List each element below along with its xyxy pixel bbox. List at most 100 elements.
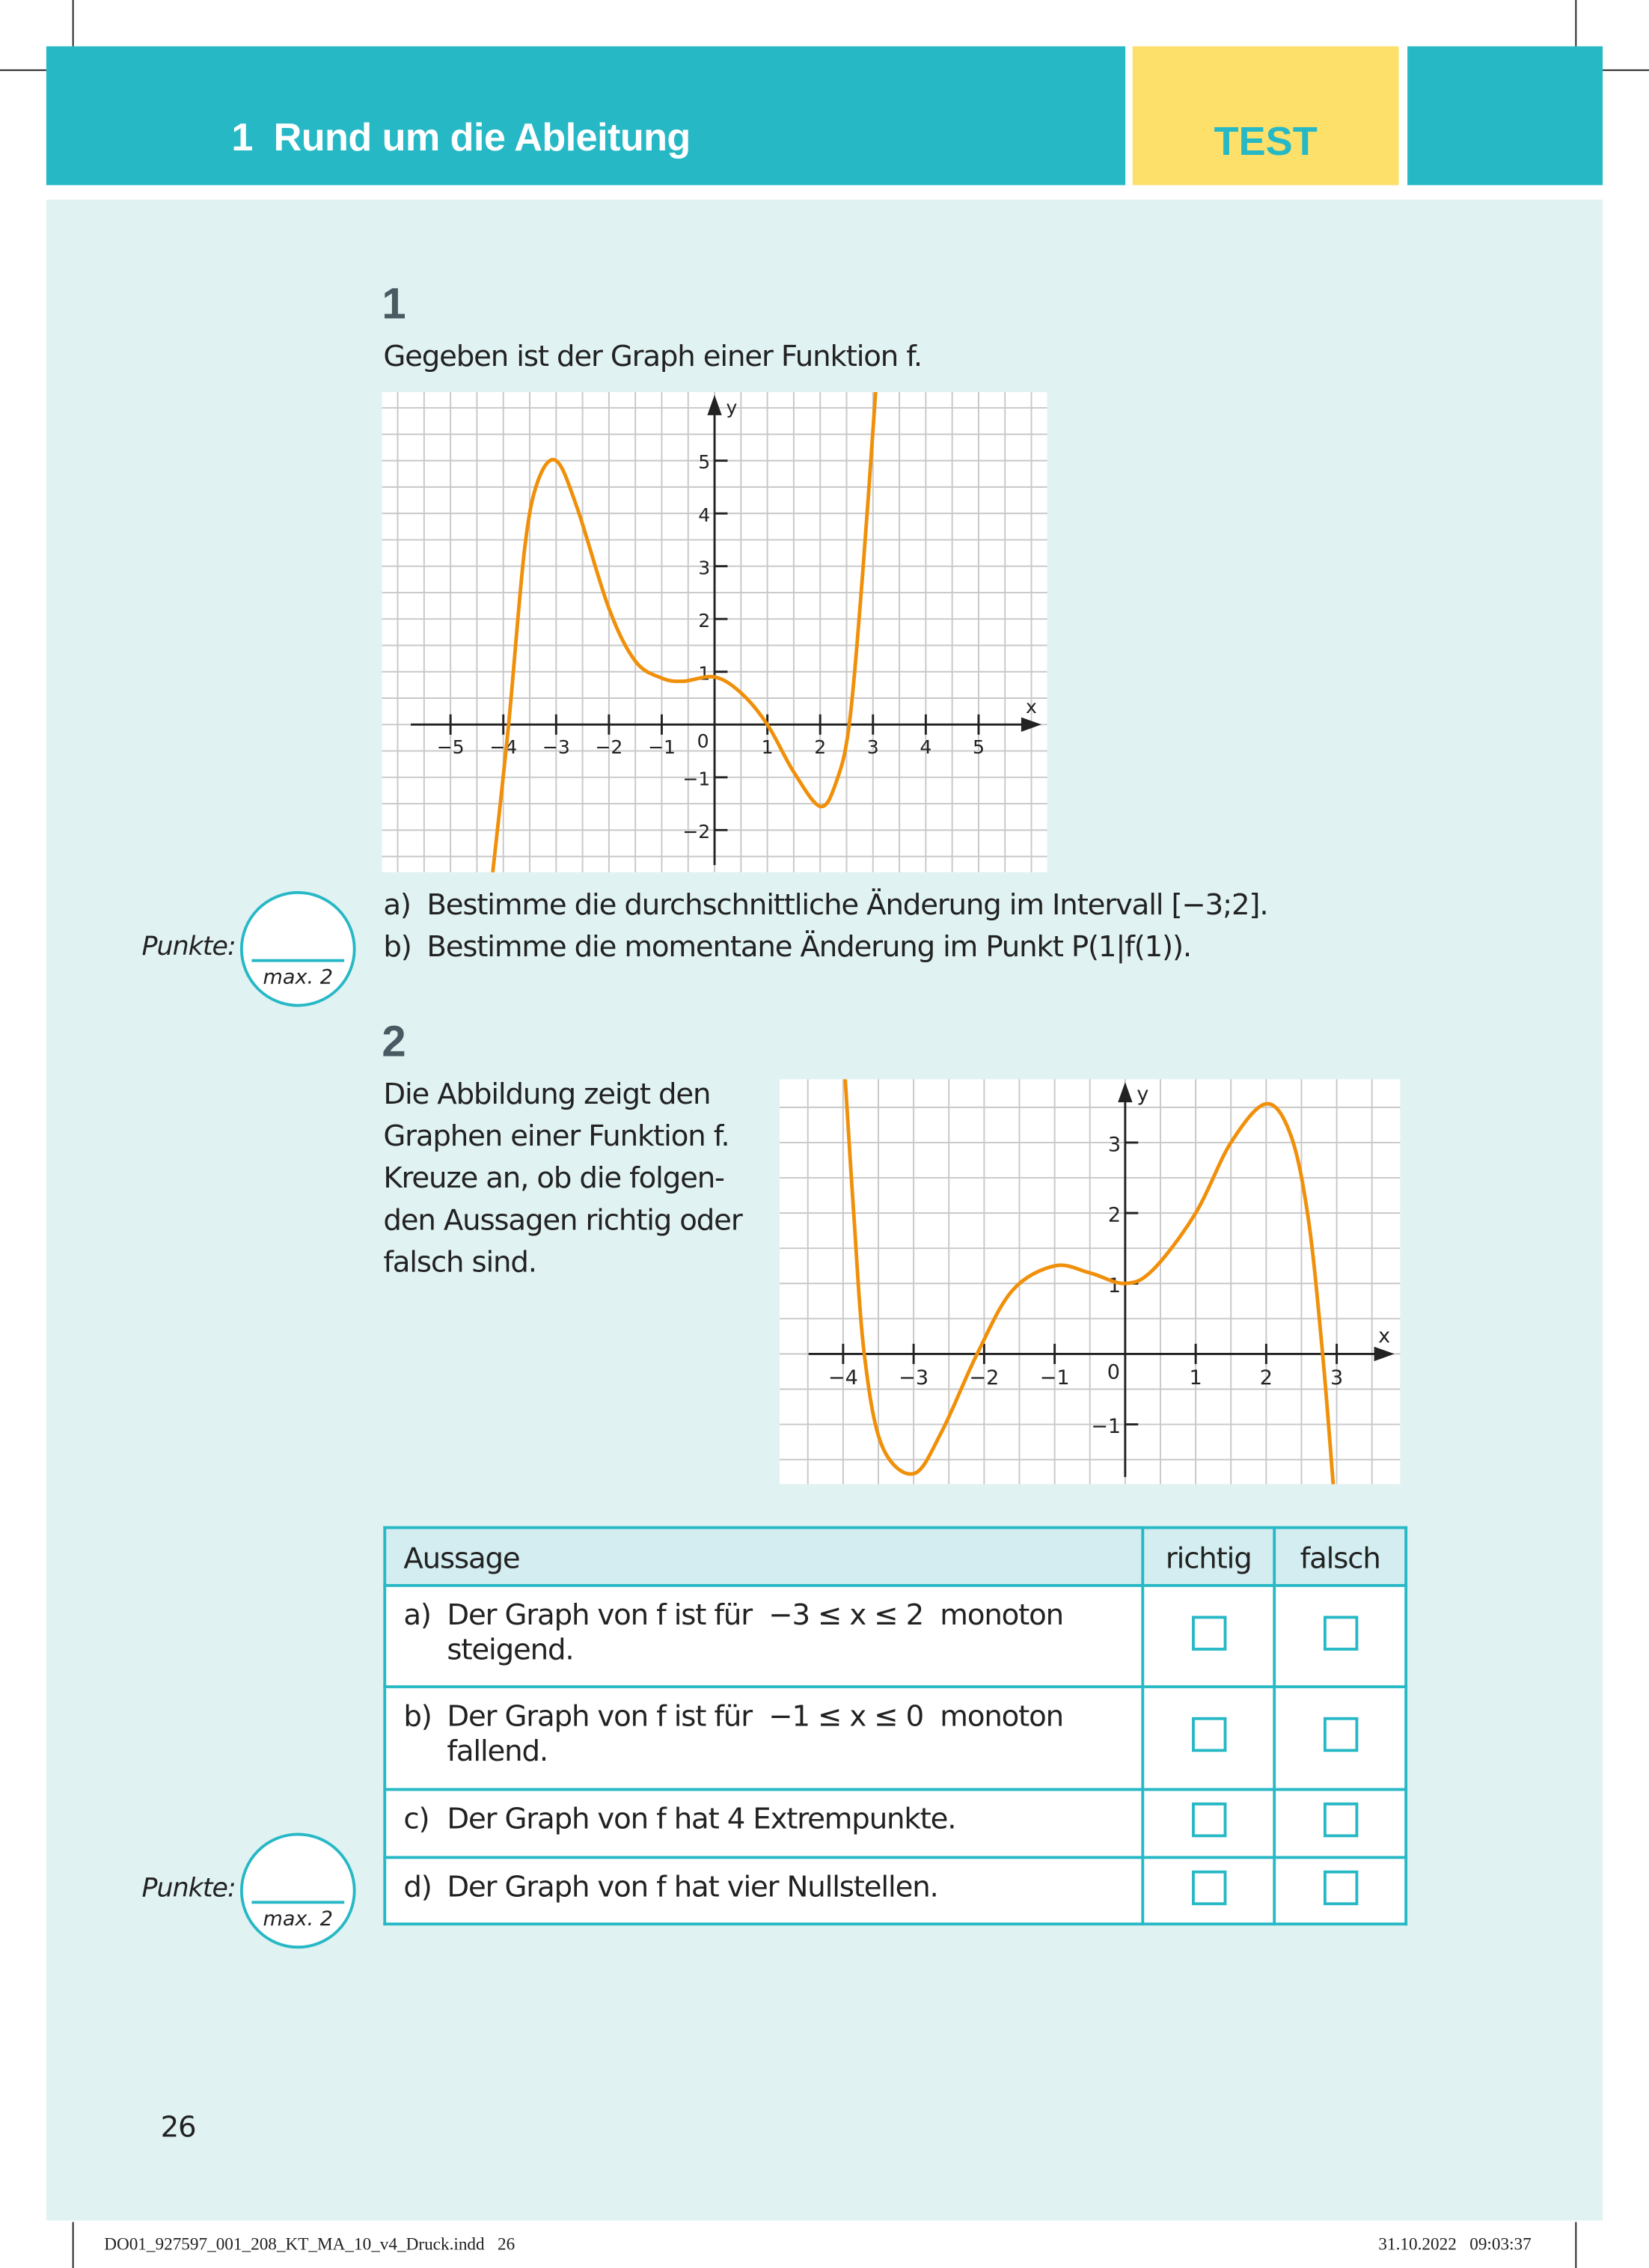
item-label: a) xyxy=(383,887,412,922)
header-wrong: falsch xyxy=(1273,1526,1408,1587)
statement-text: Der Graph von f ist für −1 ≤ x ≤ 0 monot… xyxy=(447,1698,1064,1734)
checkbox-wrong-a[interactable] xyxy=(1323,1615,1358,1650)
crop-mark xyxy=(72,0,74,46)
row-label: c) xyxy=(403,1800,429,1836)
statement-text: Der Graph von f hat 4 Extrempunkte. xyxy=(447,1800,956,1836)
intro-line: den Aussagen richtig oder xyxy=(383,1202,742,1237)
table-header-row: Aussage richtig falsch xyxy=(383,1526,1408,1587)
score-field[interactable]: max. 2 xyxy=(239,890,356,1007)
statement-text: Der Graph von f ist für −3 ≤ x ≤ 2 monot… xyxy=(447,1597,1064,1632)
task-1-item-b: b) Bestimme die momentane Änderung im Pun… xyxy=(383,926,1192,968)
statement-c: c) Der Graph von f hat 4 Extrempunkte. xyxy=(383,1788,1145,1859)
score-max: max. 2 xyxy=(263,1908,333,1931)
y-axis-arrow xyxy=(1118,1082,1133,1103)
x-axis-arrow xyxy=(1374,1346,1395,1362)
y-tick-label: 3 xyxy=(1108,1134,1121,1157)
row-label: b) xyxy=(403,1698,432,1734)
statement-table: Aussage richtig falsch a) Der Graph von f… xyxy=(383,1526,1408,1926)
item-text: Bestimme die momentane Änderung im Punkt… xyxy=(426,929,1192,964)
task-1-number: 1 xyxy=(382,281,406,328)
x-tick-label: 3 xyxy=(1330,1366,1343,1390)
chapter-title: 1 Rund um die Ableitung xyxy=(231,115,691,159)
x-tick-label: 2 xyxy=(1260,1366,1273,1390)
graph-1: −5 −4 −3 −2 −1 1 2 3 4 5 −2 −1 1 2 3 4 5 0 x y xyxy=(382,391,1047,872)
y-tick-label: 4 xyxy=(698,504,710,526)
statement-a: a) Der Graph von f ist für −3 ≤ x ≤ 2 mon… xyxy=(383,1583,1145,1689)
table-row: c) Der Graph von f hat 4 Extrempunkte. xyxy=(383,1788,1408,1859)
x-tick-label: 1 xyxy=(1190,1366,1202,1390)
y-tick-label: 2 xyxy=(1108,1204,1121,1227)
table-row: d) Der Graph von f hat vier Nullstellen. xyxy=(383,1856,1408,1926)
y-axis-label: y xyxy=(1136,1083,1148,1106)
header-statement: Aussage xyxy=(383,1526,1145,1587)
y-tick-label: −1 xyxy=(682,768,710,789)
test-badge: TEST xyxy=(1132,46,1399,186)
x-tick-label: −1 xyxy=(648,736,676,758)
x-tick-label: 4 xyxy=(920,736,931,758)
score-line xyxy=(251,1901,345,1904)
x-tick-label: −1 xyxy=(1040,1366,1070,1390)
y-axis-label: y xyxy=(726,397,738,418)
checkbox-correct-d[interactable] xyxy=(1191,1869,1226,1905)
crop-mark xyxy=(1603,69,1649,71)
page-number: 26 xyxy=(160,2109,197,2145)
intro-line: Kreuze an, ob die folgen- xyxy=(383,1160,725,1195)
table-row: a) Der Graph von f ist für −3 ≤ x ≤ 2 mon… xyxy=(383,1583,1408,1689)
statement-b: b) Der Graph von f ist für −1 ≤ x ≤ 0 mon… xyxy=(383,1685,1145,1791)
origin-label: 0 xyxy=(697,730,709,752)
y-tick-label: 5 xyxy=(698,451,710,473)
checkbox-wrong-d[interactable] xyxy=(1323,1869,1358,1905)
footer-file: DO01_927597_001_208_KT_MA_10_v4_Druck.in… xyxy=(104,2234,515,2255)
graph-2: −4 −3 −2 −1 1 2 3 −1 1 2 3 0 x y xyxy=(780,1079,1401,1485)
y-axis-arrow xyxy=(707,394,722,415)
crop-mark xyxy=(0,69,46,71)
task-1-item-a: a) Bestimme die durchschnittliche Änderun… xyxy=(383,884,1268,926)
x-tick-label: −4 xyxy=(828,1366,858,1390)
score-label: Punkte: xyxy=(141,1873,236,1904)
checkbox-correct-c[interactable] xyxy=(1191,1802,1226,1838)
x-tick-label: −2 xyxy=(969,1366,999,1390)
x-tick-label: −3 xyxy=(899,1366,928,1390)
statement-text-cont: steigend. xyxy=(447,1631,574,1667)
intro-line: Graphen einer Funktion f. xyxy=(383,1118,729,1153)
statement-text: Der Graph von f hat vier Nullstellen. xyxy=(447,1868,938,1904)
statement-d: d) Der Graph von f hat vier Nullstellen. xyxy=(383,1856,1145,1926)
score-line xyxy=(251,959,345,962)
y-tick-label: 3 xyxy=(698,557,710,578)
y-tick-label: 1 xyxy=(698,662,710,684)
task-2-number: 2 xyxy=(382,1018,406,1066)
x-axis-label: x xyxy=(1026,696,1037,718)
x-tick-label: −5 xyxy=(437,736,465,758)
crop-mark xyxy=(1575,2222,1577,2268)
checkbox-correct-a[interactable] xyxy=(1191,1615,1226,1650)
score-field[interactable]: max. 2 xyxy=(239,1833,356,1949)
statement-text-cont: fallend. xyxy=(447,1733,548,1768)
header-bar-right xyxy=(1407,46,1603,186)
intro-line: falsch sind. xyxy=(383,1244,537,1280)
function-curve xyxy=(491,391,878,872)
task-1-intro: Gegeben ist der Graph einer Funktion f. xyxy=(383,338,923,373)
row-label: d) xyxy=(403,1868,432,1904)
x-axis-label: x xyxy=(1378,1324,1390,1348)
footer-timestamp: 31.10.2022 09:03:37 xyxy=(1378,2234,1532,2255)
x-tick-label: 2 xyxy=(814,736,826,758)
score-max: max. 2 xyxy=(263,966,333,990)
table-row: b) Der Graph von f ist für −1 ≤ x ≤ 0 mon… xyxy=(383,1685,1408,1791)
intro-line: Die Abbildung zeigt den xyxy=(383,1076,711,1111)
checkbox-wrong-b[interactable] xyxy=(1323,1717,1358,1752)
header-bar xyxy=(46,46,1126,186)
x-tick-label: −2 xyxy=(595,736,622,758)
checkbox-correct-b[interactable] xyxy=(1191,1717,1226,1752)
x-tick-label: 3 xyxy=(867,736,879,758)
crop-mark xyxy=(72,2222,74,2268)
crop-mark xyxy=(1575,0,1577,46)
item-text: Bestimme die durchschnittliche Änderung … xyxy=(426,887,1268,922)
x-tick-label: 5 xyxy=(973,736,985,758)
row-label: a) xyxy=(403,1597,432,1632)
x-tick-label: −3 xyxy=(542,736,570,758)
y-tick-label: −2 xyxy=(682,821,710,843)
x-tick-label: −4 xyxy=(489,736,517,758)
item-label: b) xyxy=(383,929,412,964)
checkbox-wrong-c[interactable] xyxy=(1323,1802,1358,1838)
